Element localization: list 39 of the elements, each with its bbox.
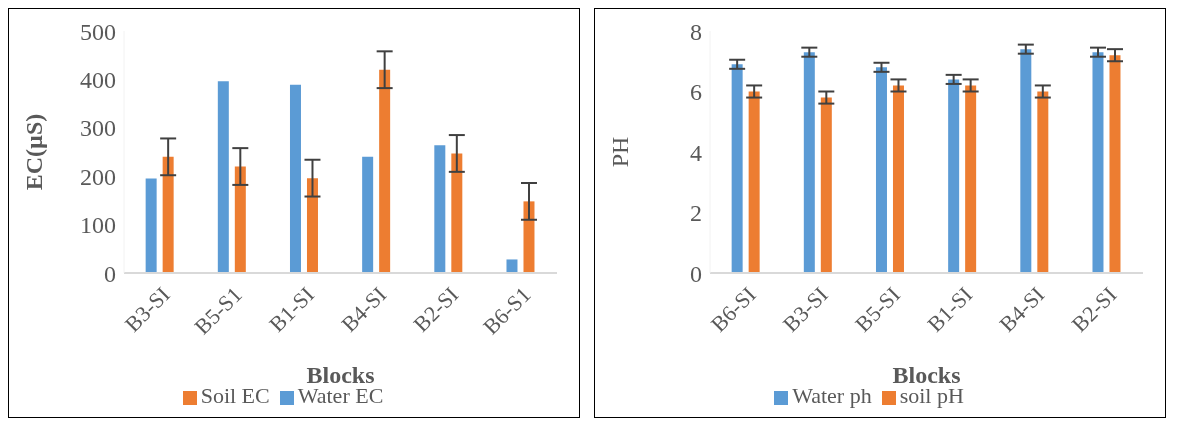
bar	[748, 91, 760, 273]
bar	[379, 69, 391, 273]
bar	[1109, 55, 1121, 273]
legend-label: Soil EC	[200, 383, 270, 408]
bar	[162, 156, 174, 273]
bar	[217, 81, 229, 273]
y-axis-title: PH	[606, 136, 633, 168]
y-tick-label: 2	[690, 200, 702, 227]
y-tick-label: 8	[690, 18, 702, 45]
bar	[306, 178, 318, 273]
bar	[362, 156, 374, 273]
bar	[234, 166, 246, 273]
bar	[506, 259, 518, 273]
bar	[965, 85, 977, 273]
y-tick-label: 300	[80, 115, 116, 142]
y-tick-label: 100	[80, 212, 116, 239]
bar	[875, 67, 887, 273]
bar	[803, 52, 815, 273]
y-tick-label: 400	[80, 66, 116, 93]
bar	[731, 64, 743, 273]
y-tick-label: 6	[690, 79, 702, 106]
bar	[289, 84, 301, 273]
y-tick-label: 200	[80, 163, 116, 190]
legend-label: Water ph	[792, 383, 872, 408]
y-tick-label: 4	[690, 139, 702, 166]
bar	[1092, 52, 1104, 273]
bar	[451, 153, 463, 273]
bar	[820, 97, 832, 273]
bar	[1020, 49, 1032, 273]
bar	[145, 178, 157, 273]
bar	[948, 79, 960, 273]
bar	[434, 145, 446, 273]
bar	[523, 201, 535, 273]
y-tick-label: 500	[80, 18, 116, 45]
y-tick-label: 0	[690, 260, 702, 287]
bar	[892, 85, 904, 273]
y-axis-title: EC(µS)	[20, 113, 47, 191]
bar	[1037, 91, 1049, 273]
y-tick-label: 0	[104, 260, 116, 287]
